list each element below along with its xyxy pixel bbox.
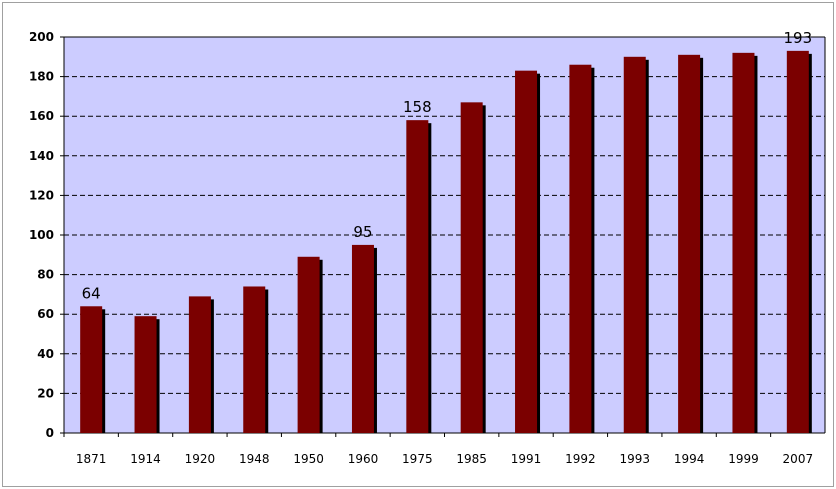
data-label: 95: [353, 223, 372, 241]
bar: [80, 306, 103, 433]
x-tick-label: 1975: [402, 452, 433, 466]
y-tick-label: 140: [29, 149, 54, 163]
x-tick-label: 1994: [674, 452, 705, 466]
x-tick-label: 1991: [511, 452, 542, 466]
x-tick-label: 1871: [76, 452, 107, 466]
bar: [732, 52, 755, 434]
x-tick-label: 1960: [348, 452, 379, 466]
x-tick-label: 1985: [456, 452, 487, 466]
bar: [406, 120, 429, 433]
y-tick-label: 160: [29, 109, 54, 123]
bar: [786, 50, 809, 434]
bar: [460, 102, 483, 433]
y-tick-label: 60: [37, 307, 54, 321]
y-tick-label: 180: [29, 70, 54, 84]
x-tick-label: 1950: [293, 452, 324, 466]
data-label: 64: [82, 284, 101, 302]
bar: [569, 64, 592, 433]
y-tick-label: 80: [37, 268, 54, 282]
y-tick-label: 0: [46, 426, 54, 440]
x-tick-label: 2007: [783, 452, 814, 466]
bar: [243, 286, 266, 433]
y-tick-label: 120: [29, 188, 54, 202]
bar: [297, 256, 320, 433]
y-tick-label: 200: [29, 30, 54, 44]
bar: [623, 56, 646, 434]
x-tick-label: 1992: [565, 452, 596, 466]
bar: [134, 316, 157, 433]
data-label: 158: [403, 98, 432, 116]
bar: [188, 296, 211, 433]
x-tick-label: 1948: [239, 452, 270, 466]
y-tick-label: 40: [37, 347, 54, 361]
bar: [678, 54, 701, 433]
x-tick-label: 1999: [728, 452, 759, 466]
x-tick-label: 1993: [619, 452, 650, 466]
data-label: 193: [784, 29, 813, 47]
y-tick-label: 20: [37, 386, 54, 400]
x-tick-label: 1914: [130, 452, 161, 466]
y-tick-label: 100: [29, 228, 54, 242]
bar: [351, 244, 374, 433]
bar: [515, 70, 538, 433]
x-tick-label: 1920: [185, 452, 216, 466]
